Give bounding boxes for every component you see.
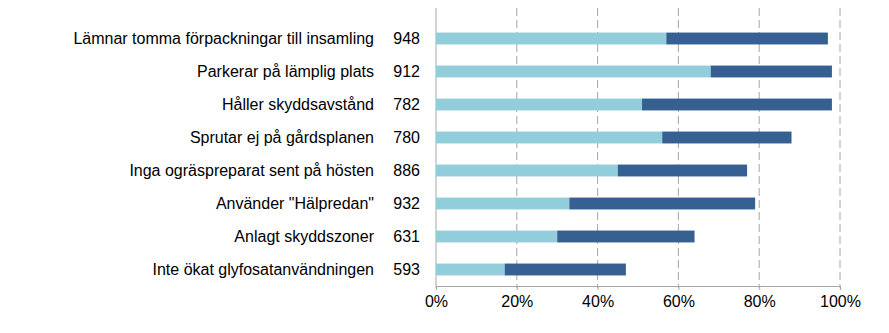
category-label: Parkerar på lämplig plats (197, 63, 374, 80)
tick: 40% (582, 286, 614, 310)
bar (711, 66, 832, 78)
category-label: Inte ökat glyfosatanvändningen (153, 261, 375, 278)
bar (436, 99, 642, 111)
axis-line (436, 23, 437, 287)
tick-label: 80% (744, 293, 776, 310)
bar (436, 165, 618, 177)
category-label: Lämnar tomma förpackningar till insamlin… (73, 30, 374, 47)
series (436, 33, 711, 276)
bar (662, 132, 791, 144)
tick-label: 20% (501, 293, 533, 310)
bar (557, 231, 694, 243)
grid-line (436, 8, 437, 288)
tick: Håller skyddsavstånd (222, 96, 436, 113)
bar (436, 198, 569, 210)
bar (436, 231, 557, 243)
tick-mark (678, 286, 679, 290)
category-label: Sprutar ej på gårdsplanen (190, 129, 374, 146)
tick: Lämnar tomma förpackningar till insamlin… (73, 30, 436, 47)
bar (436, 264, 505, 276)
grid-line (759, 8, 760, 288)
bar (618, 165, 747, 177)
count-label: 932 (393, 195, 420, 212)
category-label: Anlagt skyddszoner (234, 228, 374, 245)
bar (436, 132, 662, 144)
tick: 0% (425, 286, 448, 310)
category-label: Använder "Hälpredan" (216, 195, 374, 212)
grid-line (597, 8, 598, 288)
tick: Använder "Hälpredan" (216, 195, 436, 212)
chart: 0% 20% 40% 60% 80% 100% Lämnar tomma förpackni… (0, 0, 889, 333)
bar (666, 33, 828, 45)
count-label: 912 (393, 63, 420, 80)
grid-line (678, 8, 679, 288)
bar (569, 198, 755, 210)
count-label: 593 (393, 261, 420, 278)
tick-label: 0% (425, 293, 448, 310)
count-label: 782 (393, 96, 420, 113)
bar (436, 33, 666, 45)
tick-label: 40% (582, 293, 614, 310)
tick-label: 100% (820, 293, 861, 310)
tick: 20% (501, 286, 533, 310)
grid-line (840, 8, 841, 288)
tick: Inte ökat glyfosatanvändningen (153, 261, 437, 278)
bar (505, 264, 626, 276)
x-axis: 0% 20% 40% 60% 80% 100% (425, 286, 861, 310)
bar (642, 99, 832, 111)
series (505, 33, 832, 276)
y-axis: Lämnar tomma förpackningar till insamlin… (73, 23, 436, 287)
grid (436, 8, 840, 288)
tick-mark (517, 286, 518, 290)
tick-mark (598, 286, 599, 290)
tick: 80% (744, 286, 776, 310)
bars (436, 33, 832, 276)
tick: Sprutar ej på gårdsplanen (190, 129, 436, 146)
bar (436, 66, 711, 78)
tick-mark (759, 286, 760, 290)
tick: Parkerar på lämplig plats (197, 63, 436, 80)
tick: Anlagt skyddszoner (234, 228, 436, 245)
counts: 948 912 782 780 886 932 631 593 (393, 30, 420, 278)
category-label: Inga ogräspreparat sent på hösten (129, 162, 374, 179)
tick: 60% (663, 286, 695, 310)
count-label: 948 (393, 30, 420, 47)
count-label: 886 (393, 162, 420, 179)
tick-label: 60% (663, 293, 695, 310)
grid-line (516, 8, 517, 288)
tick-mark (840, 286, 841, 290)
tick: 100% (820, 286, 861, 310)
category-label: Håller skyddsavstånd (222, 96, 374, 113)
tick: Inga ogräspreparat sent på hösten (129, 162, 436, 179)
count-label: 631 (393, 228, 420, 245)
count-label: 780 (393, 129, 420, 146)
axis-line (437, 287, 841, 291)
tick-mark (436, 286, 437, 290)
